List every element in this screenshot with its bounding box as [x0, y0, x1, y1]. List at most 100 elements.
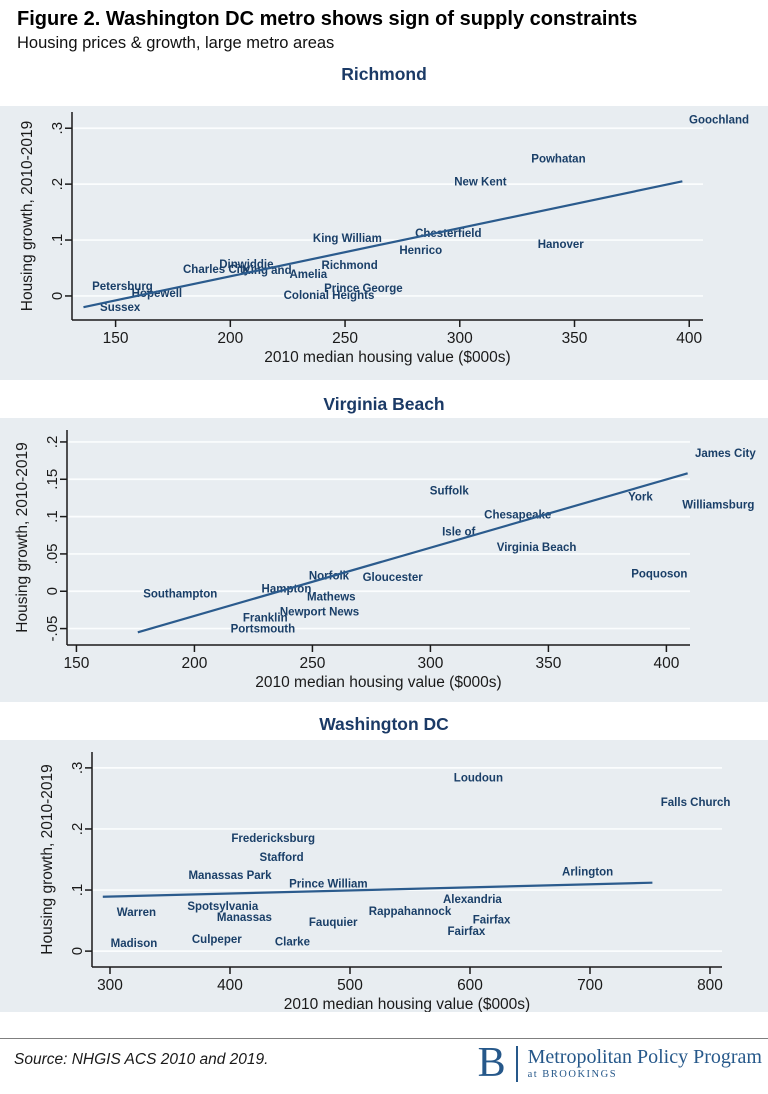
point-label: James City: [695, 448, 756, 460]
brookings-logo-mark: B: [477, 1040, 506, 1086]
y-tick-label: 0: [49, 292, 66, 300]
point-label: Fredericksburg: [231, 833, 315, 845]
point-label: Clarke: [275, 936, 310, 948]
y-axis-label: Housing growth, 2010-2019: [39, 764, 56, 954]
y-tick-label: .2: [44, 436, 61, 449]
point-label: King and: [242, 265, 291, 277]
figure-title: Figure 2. Washington DC metro shows sign…: [17, 8, 638, 30]
x-tick-label: 400: [217, 977, 243, 994]
logo-org-name: at BROOKINGS: [527, 1069, 618, 1080]
point-label: King William: [313, 233, 382, 245]
source-note: Source: NHGIS ACS 2010 and 2019.: [14, 1051, 269, 1068]
x-tick-label: 200: [217, 330, 243, 347]
point-label: Mathews: [307, 591, 356, 603]
point-label: Petersburg: [92, 281, 153, 293]
point-label: Fairfax: [448, 926, 486, 938]
point-label: Chesterfield: [415, 228, 481, 240]
point-label: Rappahannock: [369, 906, 452, 918]
x-tick-label: 350: [535, 655, 561, 672]
y-tick-label: .2: [49, 178, 66, 191]
logo-text: Metropolitan Policy Program at BROOKINGS: [528, 1044, 762, 1080]
point-label: Powhatan: [531, 153, 585, 165]
chart-virginia-beach: -.05 0 .05 .1 .15 .2 150 200 250 300 350 400 2010 me…: [0, 418, 768, 702]
point-label: Falls Church: [661, 797, 731, 809]
footer-divider: [0, 1038, 768, 1039]
plot-svg: -.05 0 .05 .1 .15 .2 150 200 250 300 350 400 2010 me…: [14, 430, 756, 691]
point-label: Hanover: [538, 239, 585, 251]
point-label: Fauquier: [309, 917, 358, 929]
x-tick-label: 150: [64, 655, 90, 672]
y-tick-label: .3: [69, 762, 86, 775]
point-label: Spotsylvania: [187, 901, 259, 913]
point-label: Warren: [117, 907, 156, 919]
point-label: Prince George: [324, 283, 403, 295]
point-label: Richmond: [322, 260, 378, 272]
point-label: Arlington: [562, 867, 613, 879]
point-label: Sussex: [100, 302, 141, 314]
y-tick-label: 0: [69, 947, 86, 955]
trend-line: [137, 472, 688, 634]
plot-svg: 0 .1 .2 .3 300 400 500 600 700 800 2010 median hou…: [39, 752, 731, 1012]
plot-svg: 0 .1 .2 .3 150 200 250 300 350 400 2010 median hou…: [19, 112, 749, 366]
y-tick-label: .3: [49, 122, 66, 135]
point-label: Williamsburg: [682, 500, 754, 512]
point-label: Newport News: [280, 606, 359, 618]
x-tick-label: 400: [653, 655, 679, 672]
point-label: Alexandria: [443, 894, 502, 906]
point-label: Colonial Heights: [284, 290, 375, 302]
x-tick-label: 700: [577, 977, 603, 994]
point-label: York: [628, 491, 653, 503]
y-tick-label: .05: [44, 543, 61, 564]
point-label: Amelia: [289, 269, 327, 281]
x-axis-label: 2010 median housing value ($000s): [284, 996, 530, 1012]
x-tick-label: 800: [697, 977, 723, 994]
point-label: Goochland: [689, 114, 749, 126]
point-label: Manassas: [217, 912, 272, 924]
x-tick-label: 350: [562, 330, 588, 347]
point-label: Henrico: [399, 245, 442, 257]
point-label: Manassas Park: [188, 870, 272, 882]
point-label: Southampton: [143, 588, 217, 600]
x-tick-label: 600: [457, 977, 483, 994]
point-label: Dinwiddie: [219, 259, 273, 271]
x-axis-label: 2010 median housing value ($000s): [264, 349, 510, 366]
x-tick-label: 250: [332, 330, 358, 347]
y-axis-label: Housing growth, 2010-2019: [14, 442, 31, 632]
chart-title-washington-dc: Washington DC: [319, 714, 449, 734]
point-label: Isle of: [442, 527, 475, 539]
point-label: New Kent: [454, 176, 507, 188]
point-label: Virginia Beach: [497, 542, 577, 554]
point-label: Portsmouth: [231, 624, 296, 636]
y-tick-label: .2: [69, 823, 86, 836]
x-tick-label: 500: [337, 977, 363, 994]
point-label: Culpeper: [192, 934, 242, 946]
chart-richmond: 0 .1 .2 .3 150 200 250 300 350 400 2010 median hou…: [0, 106, 768, 380]
trend-line: [102, 881, 653, 898]
point-label: Prince William: [289, 878, 368, 890]
trend-line: [83, 180, 683, 309]
chart-washington-dc: 0 .1 .2 .3 300 400 500 600 700 800 2010 median hou…: [0, 740, 768, 1012]
point-label: Franklin: [243, 612, 288, 624]
point-label: Poquoson: [631, 568, 687, 580]
x-tick-label: 200: [181, 655, 207, 672]
logo-divider: [515, 1046, 518, 1082]
y-tick-label: .15: [44, 469, 61, 490]
chart-title-richmond: Richmond: [341, 64, 427, 84]
x-tick-label: 250: [299, 655, 325, 672]
point-label: Suffolk: [430, 485, 470, 497]
point-label: Hopewell: [132, 288, 182, 300]
y-axis-label: Housing growth, 2010-2019: [19, 121, 36, 311]
logo-program-name: Metropolitan Policy Program: [527, 1046, 762, 1068]
point-label: Loudoun: [454, 773, 503, 785]
x-tick-label: 300: [97, 977, 123, 994]
x-tick-label: 400: [676, 330, 702, 347]
point-label: Gloucester: [363, 572, 424, 584]
y-tick-label: -.05: [44, 616, 61, 642]
chart-title-virginia-beach: Virginia Beach: [323, 394, 445, 414]
figure-subtitle: Housing prices & growth, large metro are…: [17, 34, 335, 52]
point-label: Stafford: [260, 852, 304, 864]
y-tick-label: .1: [49, 234, 66, 247]
y-tick-label: .1: [69, 884, 86, 897]
point-label: Fairfax: [473, 914, 511, 926]
